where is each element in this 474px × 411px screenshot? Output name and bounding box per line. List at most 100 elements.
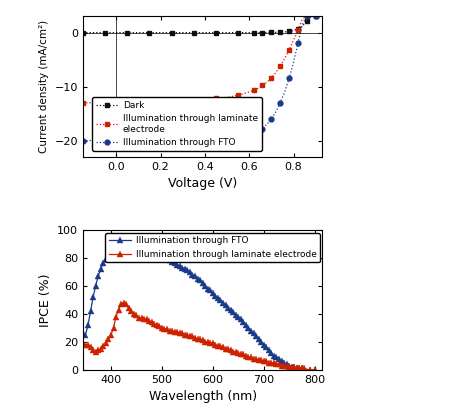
Dark <box>224 30 230 35</box>
Illumination through FTO <box>304 14 310 19</box>
Legend: Illumination through FTO, Illumination through laminate electrode: Illumination through FTO, Illumination t… <box>105 233 320 263</box>
Line: Illumination through laminate electrode: Illumination through laminate electrode <box>83 300 318 373</box>
Illumination through FTO <box>273 109 279 114</box>
Illumination through FTO <box>282 90 288 95</box>
Illumination through FTO <box>313 14 319 19</box>
Illumination through laminate
electrode <box>246 90 252 95</box>
Illumination through laminate electrode <box>172 330 177 335</box>
Illumination through laminate
electrode <box>251 88 256 93</box>
Dark <box>91 30 97 35</box>
Illumination through FTO <box>158 138 164 143</box>
Dark <box>235 30 241 35</box>
Illumination through laminate
electrode <box>158 100 164 105</box>
Dark <box>268 30 274 35</box>
Illumination through FTO <box>246 133 252 138</box>
Dark <box>113 30 119 35</box>
Dark <box>125 30 130 35</box>
Dark <box>146 30 152 35</box>
Illumination through FTO <box>113 138 119 143</box>
Illumination through laminate
electrode <box>125 100 130 105</box>
Illumination through laminate electrode <box>131 311 137 316</box>
Dark <box>255 30 261 35</box>
Dark <box>158 30 164 35</box>
Illumination through laminate
electrode <box>255 86 261 91</box>
Illumination through laminate electrode <box>82 342 88 347</box>
Illumination through FTO <box>200 280 206 285</box>
Illumination through laminate
electrode <box>286 47 292 52</box>
Illumination through FTO <box>224 136 230 141</box>
Illumination through laminate
electrode <box>317 14 323 19</box>
Illumination through laminate
electrode <box>273 70 279 75</box>
Illumination through laminate electrode <box>284 363 290 368</box>
Illumination through laminate
electrode <box>213 96 219 101</box>
Illumination through FTO <box>128 244 134 249</box>
Illumination through FTO <box>213 137 219 142</box>
Illumination through FTO <box>295 41 301 46</box>
Illumination through FTO <box>268 116 274 121</box>
Dark <box>291 28 296 33</box>
Illumination through laminate
electrode <box>260 83 265 88</box>
Illumination through FTO <box>317 14 323 19</box>
Illumination through FTO <box>301 367 307 372</box>
Illumination through FTO <box>191 138 197 143</box>
Illumination through FTO <box>255 129 261 134</box>
Dark <box>213 30 219 35</box>
Illumination through FTO <box>291 60 296 65</box>
Dark <box>309 14 314 19</box>
Illumination through laminate
electrode <box>136 100 141 105</box>
Dark <box>191 30 197 35</box>
Illumination through laminate
electrode <box>291 38 296 43</box>
Illumination through FTO <box>80 138 86 143</box>
Illumination through laminate
electrode <box>277 64 283 69</box>
Illumination through laminate
electrode <box>282 56 288 61</box>
Dark <box>300 24 305 29</box>
Illumination through laminate
electrode <box>91 100 97 105</box>
Illumination through laminate electrode <box>121 300 127 305</box>
Dark <box>286 29 292 34</box>
Illumination through laminate
electrode <box>102 100 108 105</box>
Illumination through FTO <box>146 138 152 143</box>
Line: Dark: Dark <box>81 14 322 35</box>
Illumination through laminate
electrode <box>304 14 310 19</box>
Illumination through laminate electrode <box>106 337 111 342</box>
Illumination through FTO <box>102 138 108 143</box>
Y-axis label: IPCE (%): IPCE (%) <box>38 273 52 326</box>
Illumination through laminate
electrode <box>146 100 152 105</box>
Illumination through laminate electrode <box>200 338 206 343</box>
Line: Illumination through laminate
electrode: Illumination through laminate electrode <box>81 14 322 105</box>
Dark <box>282 30 288 35</box>
Dark <box>136 30 141 35</box>
Illumination through FTO <box>235 135 241 140</box>
Illumination through laminate
electrode <box>295 28 301 32</box>
Illumination through laminate
electrode <box>264 80 270 85</box>
Illumination through FTO <box>131 244 137 249</box>
Illumination through FTO <box>91 138 97 143</box>
Dark <box>313 14 319 19</box>
Illumination through FTO <box>106 254 111 259</box>
Dark <box>102 30 108 35</box>
Dark <box>304 19 310 24</box>
Dark <box>246 30 252 35</box>
Illumination through FTO <box>172 261 177 266</box>
Illumination through FTO <box>286 76 292 81</box>
Illumination through laminate
electrode <box>202 97 208 102</box>
Illumination through laminate electrode <box>307 367 312 372</box>
Y-axis label: Current density (mA/cm²): Current density (mA/cm²) <box>39 20 49 153</box>
Line: Illumination through FTO: Illumination through FTO <box>81 14 322 143</box>
Illumination through FTO <box>312 367 318 372</box>
Illumination through laminate
electrode <box>309 14 314 19</box>
Illumination through FTO <box>202 138 208 143</box>
Dark <box>264 30 270 35</box>
Dark <box>251 30 256 35</box>
Illumination through FTO <box>309 14 314 19</box>
Dark <box>273 30 279 35</box>
Illumination through FTO <box>264 122 270 127</box>
Dark <box>80 30 86 35</box>
Illumination through FTO <box>125 138 130 143</box>
Line: Illumination through FTO: Illumination through FTO <box>83 244 318 373</box>
Dark <box>260 30 265 35</box>
X-axis label: Voltage (V): Voltage (V) <box>168 177 237 190</box>
Dark <box>180 30 185 35</box>
Illumination through FTO <box>260 126 265 131</box>
Dark <box>295 26 301 31</box>
